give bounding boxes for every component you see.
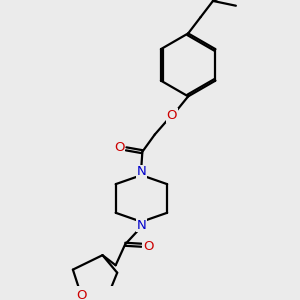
Text: O: O <box>167 109 177 122</box>
Text: N: N <box>136 165 146 178</box>
Text: O: O <box>143 240 153 253</box>
Text: O: O <box>114 141 125 154</box>
Text: O: O <box>76 289 86 300</box>
Text: N: N <box>136 219 146 232</box>
